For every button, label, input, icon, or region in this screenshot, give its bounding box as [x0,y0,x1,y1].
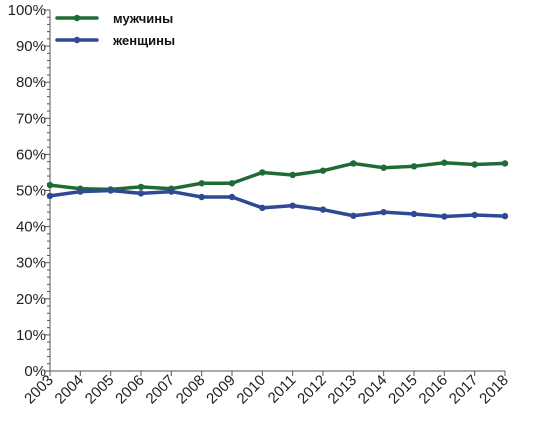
data-point [350,160,357,167]
y-tick-label: 20% [16,291,46,308]
data-point [501,160,509,167]
y-tick-label: 40% [16,219,46,236]
y-tick-label: 30% [16,255,46,272]
legend-label-2: женщины [112,33,175,48]
data-point [259,204,266,212]
data-point [77,188,84,195]
data-point [350,212,357,219]
data-point [441,159,448,166]
data-point [107,187,114,194]
x-tick-label: 2010 [234,372,270,408]
x-tick-label: 2013 [325,372,361,408]
data-point [228,180,236,187]
data-point [46,192,54,200]
series-line-2 [48,188,507,219]
x-tick-label: 2012 [294,372,330,408]
legend-marker [73,14,81,22]
x-tick-label: 2015 [385,372,421,408]
data-point [380,208,387,216]
data-point [380,164,387,171]
x-tick-label: 2017 [446,372,482,408]
data-point [137,183,145,191]
data-point [441,213,448,220]
x-tick-label: 2011 [265,372,300,407]
data-point [198,193,205,201]
data-point [168,188,175,195]
series-line-1 [48,160,507,192]
y-tick-label: 70% [16,110,46,127]
y-tick-label: 0% [24,363,46,380]
data-point [410,210,418,218]
x-tick-label: 2006 [112,372,148,408]
y-tick-label: 60% [16,146,46,163]
data-point [289,171,296,179]
data-point [319,167,327,174]
data-point [319,206,327,213]
data-point [410,163,418,170]
y-tick-label: 90% [16,38,46,55]
x-tick-label: 2004 [52,372,88,408]
x-tick-label: 2005 [82,372,118,408]
x-tick-label: 2016 [416,372,452,408]
data-point [471,161,478,168]
data-point [259,169,266,176]
data-point [471,211,478,219]
data-point [198,180,205,187]
x-tick-label: 2018 [476,372,512,408]
y-tick-label: 10% [16,327,46,344]
x-tick-label: 2007 [143,372,179,408]
legend-marker [73,36,81,44]
y-tick-label: 50% [16,183,46,200]
x-tick-label: 2014 [355,372,391,408]
data-point [228,193,236,201]
x-tick-label: 2008 [173,372,209,408]
y-tick-label: 80% [16,74,46,91]
data-point [137,190,145,197]
y-tick-label: 100% [8,2,46,19]
data-point [46,181,54,189]
data-point [501,212,509,220]
legend-label-1: мужчины [113,11,173,26]
data-point [289,202,296,209]
x-tick-label: 2009 [203,372,239,408]
